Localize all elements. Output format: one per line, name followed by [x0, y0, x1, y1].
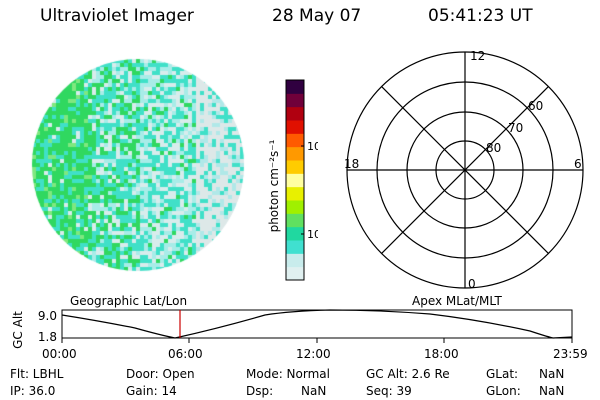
colorbar-tick-label-10: 10	[307, 228, 318, 241]
altitude-tick-high: 9.0	[38, 309, 57, 323]
altitude-tick-low: 1.8	[38, 330, 57, 344]
mlat-label-60: 60	[528, 99, 543, 113]
seq-info: Seq: 39	[366, 384, 412, 398]
colorbar-band	[286, 106, 304, 121]
glon-value: NaN	[539, 384, 565, 398]
date-label: 28 May 07	[272, 6, 362, 26]
glon-label: GLon:	[486, 384, 521, 398]
colorbar: 100 10 photon cm⁻²s⁻¹	[267, 79, 318, 281]
colorbar-band	[286, 80, 304, 94]
colorbar-band	[286, 226, 304, 241]
colorbar-scale	[286, 80, 304, 281]
colorbar-band	[286, 120, 304, 134]
polar-grid: 12 18 6 0 60 70 80	[344, 49, 584, 291]
dsp-value: NaN	[301, 384, 327, 398]
door-info: Door: Open	[126, 367, 195, 381]
altitude-plot: GC Alt 9.0 1.8	[11, 309, 573, 349]
colorbar-frame	[285, 79, 305, 281]
mlt-label-0: 0	[468, 277, 476, 291]
gc-alt-info: GC Alt: 2.6 Re	[366, 367, 450, 381]
colorbar-tick-label-100: 100	[307, 140, 318, 153]
colorbar-band	[286, 240, 304, 254]
colorbar-band	[286, 186, 304, 201]
colorbar-band	[286, 200, 304, 214]
polar-diagonal-line	[381, 86, 549, 254]
colorbar-band	[286, 253, 304, 268]
colorbar-unit-label: photon cm⁻²s⁻¹	[267, 139, 281, 232]
glat-label: GLat:	[486, 367, 519, 381]
mlat-label-80: 80	[486, 141, 501, 155]
instrument-title: Ultraviolet Imager	[40, 6, 194, 26]
mlt-label-18: 18	[344, 157, 359, 171]
mlt-label-12: 12	[470, 49, 485, 63]
time-tick-label: 12:00	[296, 347, 331, 361]
altitude-curve	[61, 309, 573, 339]
geographic-coords-label: Geographic Lat/Lon	[70, 294, 188, 308]
time-tick-label: 06:00	[168, 347, 203, 361]
time-tick-label: 23:59	[553, 347, 588, 361]
mlat-label-70: 70	[508, 121, 523, 135]
mode-info: Mode: Normal	[246, 367, 330, 381]
glat-value: NaN	[539, 367, 565, 381]
uv-image-disk	[28, 55, 248, 275]
time-label: 05:41:23 UT	[428, 6, 533, 26]
colorbar-band	[286, 173, 304, 188]
colorbar-band	[286, 160, 304, 174]
altitude-axis-label: GC Alt	[11, 311, 25, 349]
time-tick-label: 18:00	[424, 347, 459, 361]
colorbar-band	[286, 146, 304, 161]
mlt-label-6: 6	[574, 157, 582, 171]
filter-info: Flt: LBHL	[10, 367, 64, 381]
colorbar-band	[286, 133, 304, 148]
time-tick-label: 00:00	[42, 347, 77, 361]
apex-coords-label: Apex MLat/MLT	[412, 294, 502, 308]
ip-info: IP: 36.0	[10, 384, 56, 398]
colorbar-band	[286, 93, 304, 108]
colorbar-band	[286, 266, 304, 281]
colorbar-band	[286, 213, 304, 228]
gain-info: Gain: 14	[126, 384, 177, 398]
dsp-label: Dsp:	[246, 384, 274, 398]
